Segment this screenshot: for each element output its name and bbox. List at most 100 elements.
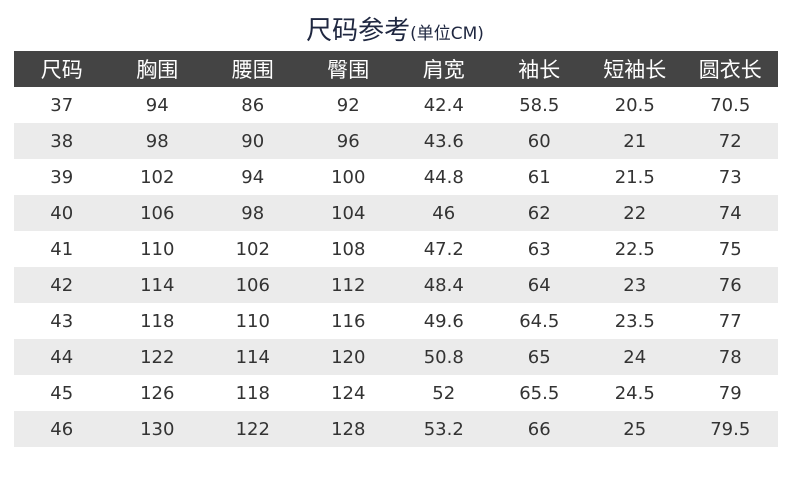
table-cell: 124 <box>331 382 366 404</box>
table-row: 40 106 98 104 46 62 22 74 <box>14 195 778 231</box>
table-row: 44 122 114 120 50.8 65 24 78 <box>14 339 778 375</box>
table-cell: 79 <box>718 382 742 404</box>
table-cell: 25 <box>587 411 683 447</box>
table-cell: 128 <box>300 411 396 447</box>
column-header: 尺码 <box>14 51 110 87</box>
table-cell: 90 <box>205 123 301 159</box>
table-cell: 120 <box>300 339 396 375</box>
table-row: 45 126 118 124 52 65.5 24.5 79 <box>14 375 778 411</box>
table-cell: 76 <box>682 267 778 303</box>
table-cell: 64.5 <box>519 310 560 332</box>
table-cell: 37 <box>50 94 74 116</box>
table-cell: 64 <box>491 267 587 303</box>
table-cell: 98 <box>205 195 301 231</box>
table-cell: 118 <box>140 310 175 332</box>
table-cell: 110 <box>235 310 270 332</box>
table-cell: 66 <box>491 411 587 447</box>
table-row: 38 98 90 96 43.6 60 21 72 <box>14 123 778 159</box>
table-cell: 75 <box>718 238 742 260</box>
table-cell: 20.5 <box>614 94 655 116</box>
table-cell: 108 <box>331 238 366 260</box>
table-cell: 126 <box>140 382 175 404</box>
column-header: 圆衣长 <box>682 51 778 87</box>
table-cell: 79.5 <box>682 411 778 447</box>
table-cell: 50.8 <box>396 339 492 375</box>
table-cell: 104 <box>300 195 396 231</box>
table-cell: 102 <box>140 166 175 188</box>
table-cell: 94 <box>241 166 265 188</box>
table-cell: 62 <box>491 195 587 231</box>
table-cell: 73 <box>718 166 742 188</box>
table-cell: 77 <box>718 310 742 332</box>
table-cell: 92 <box>336 94 360 116</box>
table-cell: 24 <box>587 339 683 375</box>
table-cell: 116 <box>331 310 366 332</box>
table-cell: 65 <box>491 339 587 375</box>
table-row: 42 114 106 112 48.4 64 23 76 <box>14 267 778 303</box>
table-cell: 53.2 <box>396 411 492 447</box>
header-row: 尺码 胸围 腰围 臀围 肩宽 袖长 短袖长 圆衣长 <box>14 51 778 87</box>
table-cell: 52 <box>432 382 456 404</box>
column-header: 袖长 <box>491 51 587 87</box>
table-row: 46 130 122 128 53.2 66 25 79.5 <box>14 411 778 447</box>
table-cell: 110 <box>140 238 175 260</box>
size-chart-table: 尺码 胸围 腰围 臀围 肩宽 袖长 短袖长 圆衣长 37 94 86 92 42.4 58.5 20.5 7… <box>14 51 778 447</box>
table-cell: 118 <box>235 382 270 404</box>
table-cell: 122 <box>205 411 301 447</box>
table-cell: 43 <box>50 310 74 332</box>
table-cell: 21 <box>587 123 683 159</box>
table-cell: 45 <box>50 382 74 404</box>
table-cell: 65.5 <box>519 382 560 404</box>
table-cell: 106 <box>109 195 205 231</box>
table-cell: 42 <box>14 267 110 303</box>
table-cell: 41 <box>50 238 74 260</box>
table-cell: 61 <box>527 166 551 188</box>
table-cell: 23 <box>587 267 683 303</box>
table-cell: 86 <box>241 94 265 116</box>
page-title: 尺码参考(单位CM) <box>0 10 790 47</box>
title-main: 尺码参考 <box>306 16 411 46</box>
column-header: 腰围 <box>205 51 301 87</box>
table-cell: 112 <box>300 267 396 303</box>
table-cell: 60 <box>491 123 587 159</box>
table-cell: 72 <box>682 123 778 159</box>
table-cell: 96 <box>300 123 396 159</box>
table-cell: 46 <box>14 411 110 447</box>
table-cell: 21.5 <box>614 166 655 188</box>
table-cell: 58.5 <box>519 94 560 116</box>
table-cell: 43.6 <box>396 123 492 159</box>
table-row: 43 118 110 116 49.6 64.5 23.5 77 <box>14 303 778 339</box>
table-cell: 40 <box>14 195 110 231</box>
column-header: 短袖长 <box>587 51 683 87</box>
table-cell: 39 <box>50 166 74 188</box>
table-cell: 98 <box>109 123 205 159</box>
table-cell: 122 <box>109 339 205 375</box>
column-header: 肩宽 <box>396 51 492 87</box>
table-cell: 114 <box>109 267 205 303</box>
table-cell: 94 <box>145 94 169 116</box>
table-cell: 48.4 <box>396 267 492 303</box>
table-cell: 38 <box>14 123 110 159</box>
table-cell: 44 <box>14 339 110 375</box>
column-header: 臀围 <box>300 51 396 87</box>
table-cell: 70.5 <box>710 94 751 116</box>
table-cell: 114 <box>205 339 301 375</box>
table-row: 39 102 94 100 44.8 61 21.5 73 <box>14 159 778 195</box>
table-row: 41 110 102 108 47.2 63 22.5 75 <box>14 231 778 267</box>
table-cell: 130 <box>109 411 205 447</box>
column-header: 胸围 <box>109 51 205 87</box>
table-row: 37 94 86 92 42.4 58.5 20.5 70.5 <box>14 87 778 123</box>
table-cell: 24.5 <box>614 382 655 404</box>
table-cell: 42.4 <box>423 94 464 116</box>
table-cell: 100 <box>331 166 366 188</box>
table-cell: 23.5 <box>614 310 655 332</box>
table-cell: 22.5 <box>614 238 655 260</box>
table-cell: 46 <box>396 195 492 231</box>
table-cell: 49.6 <box>423 310 464 332</box>
table-cell: 47.2 <box>423 238 464 260</box>
table-cell: 63 <box>527 238 551 260</box>
table-cell: 102 <box>235 238 270 260</box>
table-cell: 44.8 <box>423 166 464 188</box>
table-cell: 74 <box>682 195 778 231</box>
title-unit: (单位CM) <box>410 24 484 44</box>
